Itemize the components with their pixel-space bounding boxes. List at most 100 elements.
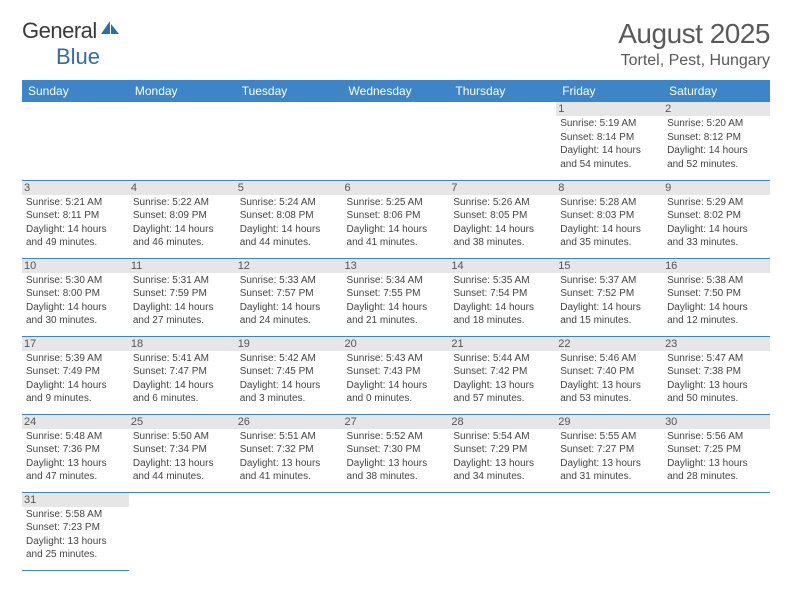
day-cell: 10Sunrise: 5:30 AM Sunset: 8:00 PM Dayli…: [22, 258, 129, 336]
day-number: 22: [556, 337, 663, 351]
day-text: Sunrise: 5:28 AM Sunset: 8:03 PM Dayligh…: [560, 196, 659, 250]
day-cell: [129, 492, 236, 570]
day-number-empty: [236, 102, 343, 116]
day-text: Sunrise: 5:52 AM Sunset: 7:30 PM Dayligh…: [347, 430, 446, 484]
day-text: Sunrise: 5:58 AM Sunset: 7:23 PM Dayligh…: [26, 508, 125, 562]
day-cell: 3Sunrise: 5:21 AM Sunset: 8:11 PM Daylig…: [22, 180, 129, 258]
day-cell: 2Sunrise: 5:20 AM Sunset: 8:12 PM Daylig…: [663, 102, 770, 180]
day-cell: 8Sunrise: 5:28 AM Sunset: 8:03 PM Daylig…: [556, 180, 663, 258]
day-text: Sunrise: 5:34 AM Sunset: 7:55 PM Dayligh…: [347, 274, 446, 328]
day-text: Sunrise: 5:29 AM Sunset: 8:02 PM Dayligh…: [667, 196, 766, 250]
day-text: Sunrise: 5:50 AM Sunset: 7:34 PM Dayligh…: [133, 430, 232, 484]
day-number-empty: [449, 102, 556, 116]
day-text: Sunrise: 5:42 AM Sunset: 7:45 PM Dayligh…: [240, 352, 339, 406]
week-row: 31Sunrise: 5:58 AM Sunset: 7:23 PM Dayli…: [22, 492, 770, 570]
day-number-empty: [22, 102, 129, 116]
day-text: Sunrise: 5:38 AM Sunset: 7:50 PM Dayligh…: [667, 274, 766, 328]
day-cell: 23Sunrise: 5:47 AM Sunset: 7:38 PM Dayli…: [663, 336, 770, 414]
header: General August 2025 Tortel, Pest, Hungar…: [22, 18, 770, 70]
day-cell: 13Sunrise: 5:34 AM Sunset: 7:55 PM Dayli…: [343, 258, 450, 336]
day-cell: 11Sunrise: 5:31 AM Sunset: 7:59 PM Dayli…: [129, 258, 236, 336]
day-cell: 22Sunrise: 5:46 AM Sunset: 7:40 PM Dayli…: [556, 336, 663, 414]
day-text: Sunrise: 5:39 AM Sunset: 7:49 PM Dayligh…: [26, 352, 125, 406]
day-number: 2: [663, 102, 770, 116]
day-number: 14: [449, 259, 556, 273]
day-text: Sunrise: 5:43 AM Sunset: 7:43 PM Dayligh…: [347, 352, 446, 406]
day-cell: 18Sunrise: 5:41 AM Sunset: 7:47 PM Dayli…: [129, 336, 236, 414]
day-number-empty: [449, 493, 556, 507]
day-number: 17: [22, 337, 129, 351]
day-cell: [556, 492, 663, 570]
day-cell: 25Sunrise: 5:50 AM Sunset: 7:34 PM Dayli…: [129, 414, 236, 492]
day-cell: 20Sunrise: 5:43 AM Sunset: 7:43 PM Dayli…: [343, 336, 450, 414]
day-cell: [236, 492, 343, 570]
day-number: 11: [129, 259, 236, 273]
dow-thursday: Thursday: [449, 80, 556, 102]
day-number-empty: [236, 493, 343, 507]
calendar-body: 1Sunrise: 5:19 AM Sunset: 8:14 PM Daylig…: [22, 102, 770, 570]
logo-text-general: General: [22, 18, 97, 44]
day-number: 12: [236, 259, 343, 273]
dow-friday: Friday: [556, 80, 663, 102]
day-number: 9: [663, 181, 770, 195]
day-number: 10: [22, 259, 129, 273]
day-text: Sunrise: 5:26 AM Sunset: 8:05 PM Dayligh…: [453, 196, 552, 250]
day-number: 18: [129, 337, 236, 351]
week-row: 17Sunrise: 5:39 AM Sunset: 7:49 PM Dayli…: [22, 336, 770, 414]
day-number: 28: [449, 415, 556, 429]
day-cell: 26Sunrise: 5:51 AM Sunset: 7:32 PM Dayli…: [236, 414, 343, 492]
day-cell: 24Sunrise: 5:48 AM Sunset: 7:36 PM Dayli…: [22, 414, 129, 492]
logo: General: [22, 18, 121, 44]
day-cell: 19Sunrise: 5:42 AM Sunset: 7:45 PM Dayli…: [236, 336, 343, 414]
day-cell: [236, 102, 343, 180]
day-number: 20: [343, 337, 450, 351]
day-number-empty: [343, 493, 450, 507]
day-cell: 6Sunrise: 5:25 AM Sunset: 8:06 PM Daylig…: [343, 180, 450, 258]
dow-tuesday: Tuesday: [236, 80, 343, 102]
day-text: Sunrise: 5:33 AM Sunset: 7:57 PM Dayligh…: [240, 274, 339, 328]
day-number: 3: [22, 181, 129, 195]
week-row: 10Sunrise: 5:30 AM Sunset: 8:00 PM Dayli…: [22, 258, 770, 336]
day-text: Sunrise: 5:48 AM Sunset: 7:36 PM Dayligh…: [26, 430, 125, 484]
day-text: Sunrise: 5:21 AM Sunset: 8:11 PM Dayligh…: [26, 196, 125, 250]
day-cell: 1Sunrise: 5:19 AM Sunset: 8:14 PM Daylig…: [556, 102, 663, 180]
day-cell: [663, 492, 770, 570]
day-number: 19: [236, 337, 343, 351]
day-number: 27: [343, 415, 450, 429]
day-cell: 21Sunrise: 5:44 AM Sunset: 7:42 PM Dayli…: [449, 336, 556, 414]
day-number-empty: [556, 493, 663, 507]
day-number: 1: [556, 102, 663, 116]
day-text: Sunrise: 5:44 AM Sunset: 7:42 PM Dayligh…: [453, 352, 552, 406]
dow-row: Sunday Monday Tuesday Wednesday Thursday…: [22, 80, 770, 102]
day-text: Sunrise: 5:24 AM Sunset: 8:08 PM Dayligh…: [240, 196, 339, 250]
day-number: 6: [343, 181, 450, 195]
day-number: 7: [449, 181, 556, 195]
day-number: 29: [556, 415, 663, 429]
day-number-empty: [343, 102, 450, 116]
day-number: 15: [556, 259, 663, 273]
week-row: 1Sunrise: 5:19 AM Sunset: 8:14 PM Daylig…: [22, 102, 770, 180]
day-cell: [22, 102, 129, 180]
day-number: 31: [22, 493, 129, 507]
day-cell: 12Sunrise: 5:33 AM Sunset: 7:57 PM Dayli…: [236, 258, 343, 336]
day-cell: 31Sunrise: 5:58 AM Sunset: 7:23 PM Dayli…: [22, 492, 129, 570]
day-cell: [449, 492, 556, 570]
day-text: Sunrise: 5:51 AM Sunset: 7:32 PM Dayligh…: [240, 430, 339, 484]
day-number-empty: [129, 493, 236, 507]
day-text: Sunrise: 5:41 AM Sunset: 7:47 PM Dayligh…: [133, 352, 232, 406]
day-cell: 29Sunrise: 5:55 AM Sunset: 7:27 PM Dayli…: [556, 414, 663, 492]
day-number: 26: [236, 415, 343, 429]
day-number: 23: [663, 337, 770, 351]
day-text: Sunrise: 5:30 AM Sunset: 8:00 PM Dayligh…: [26, 274, 125, 328]
day-text: Sunrise: 5:31 AM Sunset: 7:59 PM Dayligh…: [133, 274, 232, 328]
day-text: Sunrise: 5:46 AM Sunset: 7:40 PM Dayligh…: [560, 352, 659, 406]
day-number-empty: [129, 102, 236, 116]
day-cell: 4Sunrise: 5:22 AM Sunset: 8:09 PM Daylig…: [129, 180, 236, 258]
day-text: Sunrise: 5:25 AM Sunset: 8:06 PM Dayligh…: [347, 196, 446, 250]
day-cell: 7Sunrise: 5:26 AM Sunset: 8:05 PM Daylig…: [449, 180, 556, 258]
day-number: 25: [129, 415, 236, 429]
day-text: Sunrise: 5:55 AM Sunset: 7:27 PM Dayligh…: [560, 430, 659, 484]
week-row: 24Sunrise: 5:48 AM Sunset: 7:36 PM Dayli…: [22, 414, 770, 492]
day-number: 5: [236, 181, 343, 195]
day-number: 13: [343, 259, 450, 273]
